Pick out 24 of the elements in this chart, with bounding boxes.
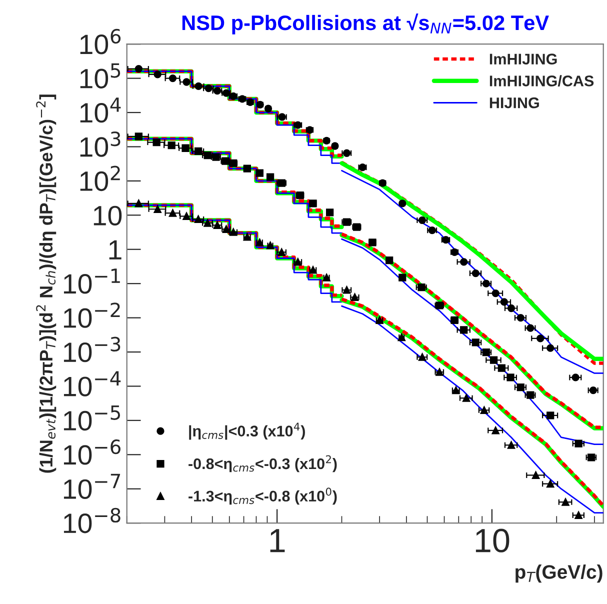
y-tick-label: 10$^{−3}$ bbox=[64, 336, 120, 362]
text: (1/N$_{evt}$)[1/(2πP$_{T}$)](d$^{2}$ N$_{ch}$)/(dη dP$_{T}$)[(GeV/c)$^{−2}$] bbox=[36, 94, 56, 473]
y-tick-label: 10$^{3}$ bbox=[80, 132, 120, 157]
y-tick-label: 10$^{−5}$ bbox=[64, 405, 120, 431]
y-tick-label: 10$^{5}$ bbox=[80, 63, 120, 88]
legend-label: ImHIJING bbox=[490, 54, 557, 64]
chart-title: NSD p-PbCollisions at √s$_{NN}$=5.02 TeV bbox=[182, 14, 549, 34]
legend-label: -0.8<η$_{cms}$<-0.3 (x10$^{2}$) bbox=[188, 455, 337, 472]
y-tick-label: 10$^{−1}$ bbox=[64, 268, 120, 294]
legend-label: |η$_{cms}$|<0.3 (x10$^{4}$) bbox=[189, 422, 305, 440]
y-tick-label: 10$^{4}$ bbox=[80, 98, 121, 123]
y-tick-label: 10$^{2}$ bbox=[80, 166, 120, 192]
legend-label: HIJING bbox=[490, 97, 539, 108]
y-tick-label: 10$^{−4}$ bbox=[64, 371, 121, 396]
y-tick-label: 10$^{−2}$ bbox=[64, 302, 120, 328]
legend-label: -1.3<η$_{cms}$<-0.8 (x10$^{0}$) bbox=[188, 488, 337, 505]
x-axis-title: p$_{T}$(GeV/c) bbox=[516, 564, 602, 583]
y-tick-label: 10$^{−8}$ bbox=[64, 508, 120, 534]
y-tick-label: 10 bbox=[94, 206, 122, 226]
y-tick-label: 10$^{−6}$ bbox=[64, 439, 120, 465]
y-tick-label: 10$^{6}$ bbox=[80, 28, 121, 54]
y-tick-label: 1 bbox=[109, 240, 122, 260]
legend-label: ImHIJING/CAS bbox=[490, 75, 594, 87]
y-tick-label: 10$^{−7}$ bbox=[64, 474, 120, 499]
